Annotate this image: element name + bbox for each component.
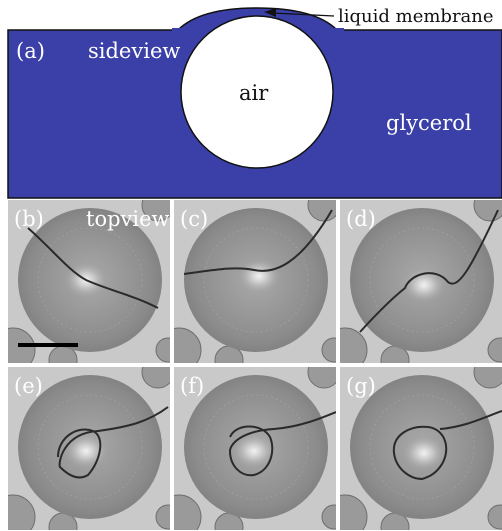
small-bubble (487, 504, 502, 530)
membrane-rim (57, 406, 169, 479)
bubble-center-glow (402, 267, 446, 303)
topview-photo: (c) (174, 200, 336, 363)
small-bubble (321, 504, 336, 530)
small-bubble (487, 337, 502, 363)
topview-photo: (g) (340, 367, 502, 530)
small-bubble (141, 200, 170, 222)
small-bubble (8, 494, 36, 530)
topview-panel-f: (f) (174, 367, 336, 530)
membrane-rim (228, 411, 336, 477)
small-bubble (174, 327, 202, 363)
topview-panel-d: (d) (340, 200, 502, 363)
topview-panel-c: (c) (174, 200, 336, 363)
topview-panel-b: (b) topview (8, 200, 170, 363)
topview-grid: (b) topview (c) (d) (e) (f) (g) (8, 200, 502, 531)
topview-photo: (b) topview (8, 200, 170, 363)
small-bubble (307, 367, 336, 389)
bubble-center-glow (237, 258, 281, 294)
topview-photo: (d) (340, 200, 502, 363)
bubble-center-glow (402, 435, 446, 471)
bubble-center-glow (232, 433, 276, 469)
membrane-pointer-arrow (271, 12, 335, 17)
sideview-label: sideview (88, 39, 180, 63)
membrane-rim (27, 227, 159, 309)
small-bubble (473, 367, 502, 389)
panel-label: (f) (180, 374, 204, 398)
arrow-head (264, 8, 276, 17)
panel-label-a: (a) (16, 39, 45, 63)
small-bubble (155, 337, 170, 363)
topview-label: topview (86, 207, 170, 231)
panel-label: (e) (14, 374, 43, 398)
small-bubble (155, 504, 170, 530)
panel-label: (c) (180, 207, 208, 231)
topview-panel-e: (e) (8, 367, 170, 530)
small-bubble (340, 327, 368, 363)
air-label: air (239, 81, 269, 105)
small-bubble (321, 337, 336, 363)
glycerol-label: glycerol (386, 111, 472, 135)
membrane-rim (359, 209, 499, 333)
air-bubble (180, 15, 334, 169)
panel-label: (b) (14, 207, 44, 231)
small-bubble (141, 367, 170, 389)
small-bubble (174, 494, 202, 530)
topview-photo: (f) (174, 367, 336, 530)
scale-bar (18, 343, 78, 347)
sideview-schematic: (a) sideview air glycerol liquid membran… (7, 6, 502, 199)
panel-label: (g) (346, 374, 376, 398)
topview-panel-g: (g) (340, 367, 502, 530)
membrane-rim (183, 209, 333, 275)
membrane-rim (392, 410, 502, 481)
panel-label: (d) (346, 207, 376, 231)
liquid-membrane-label: liquid membrane (338, 6, 494, 27)
topview-photo: (e) (8, 367, 170, 530)
small-bubble (340, 494, 368, 530)
bubble-center-glow (64, 433, 108, 469)
